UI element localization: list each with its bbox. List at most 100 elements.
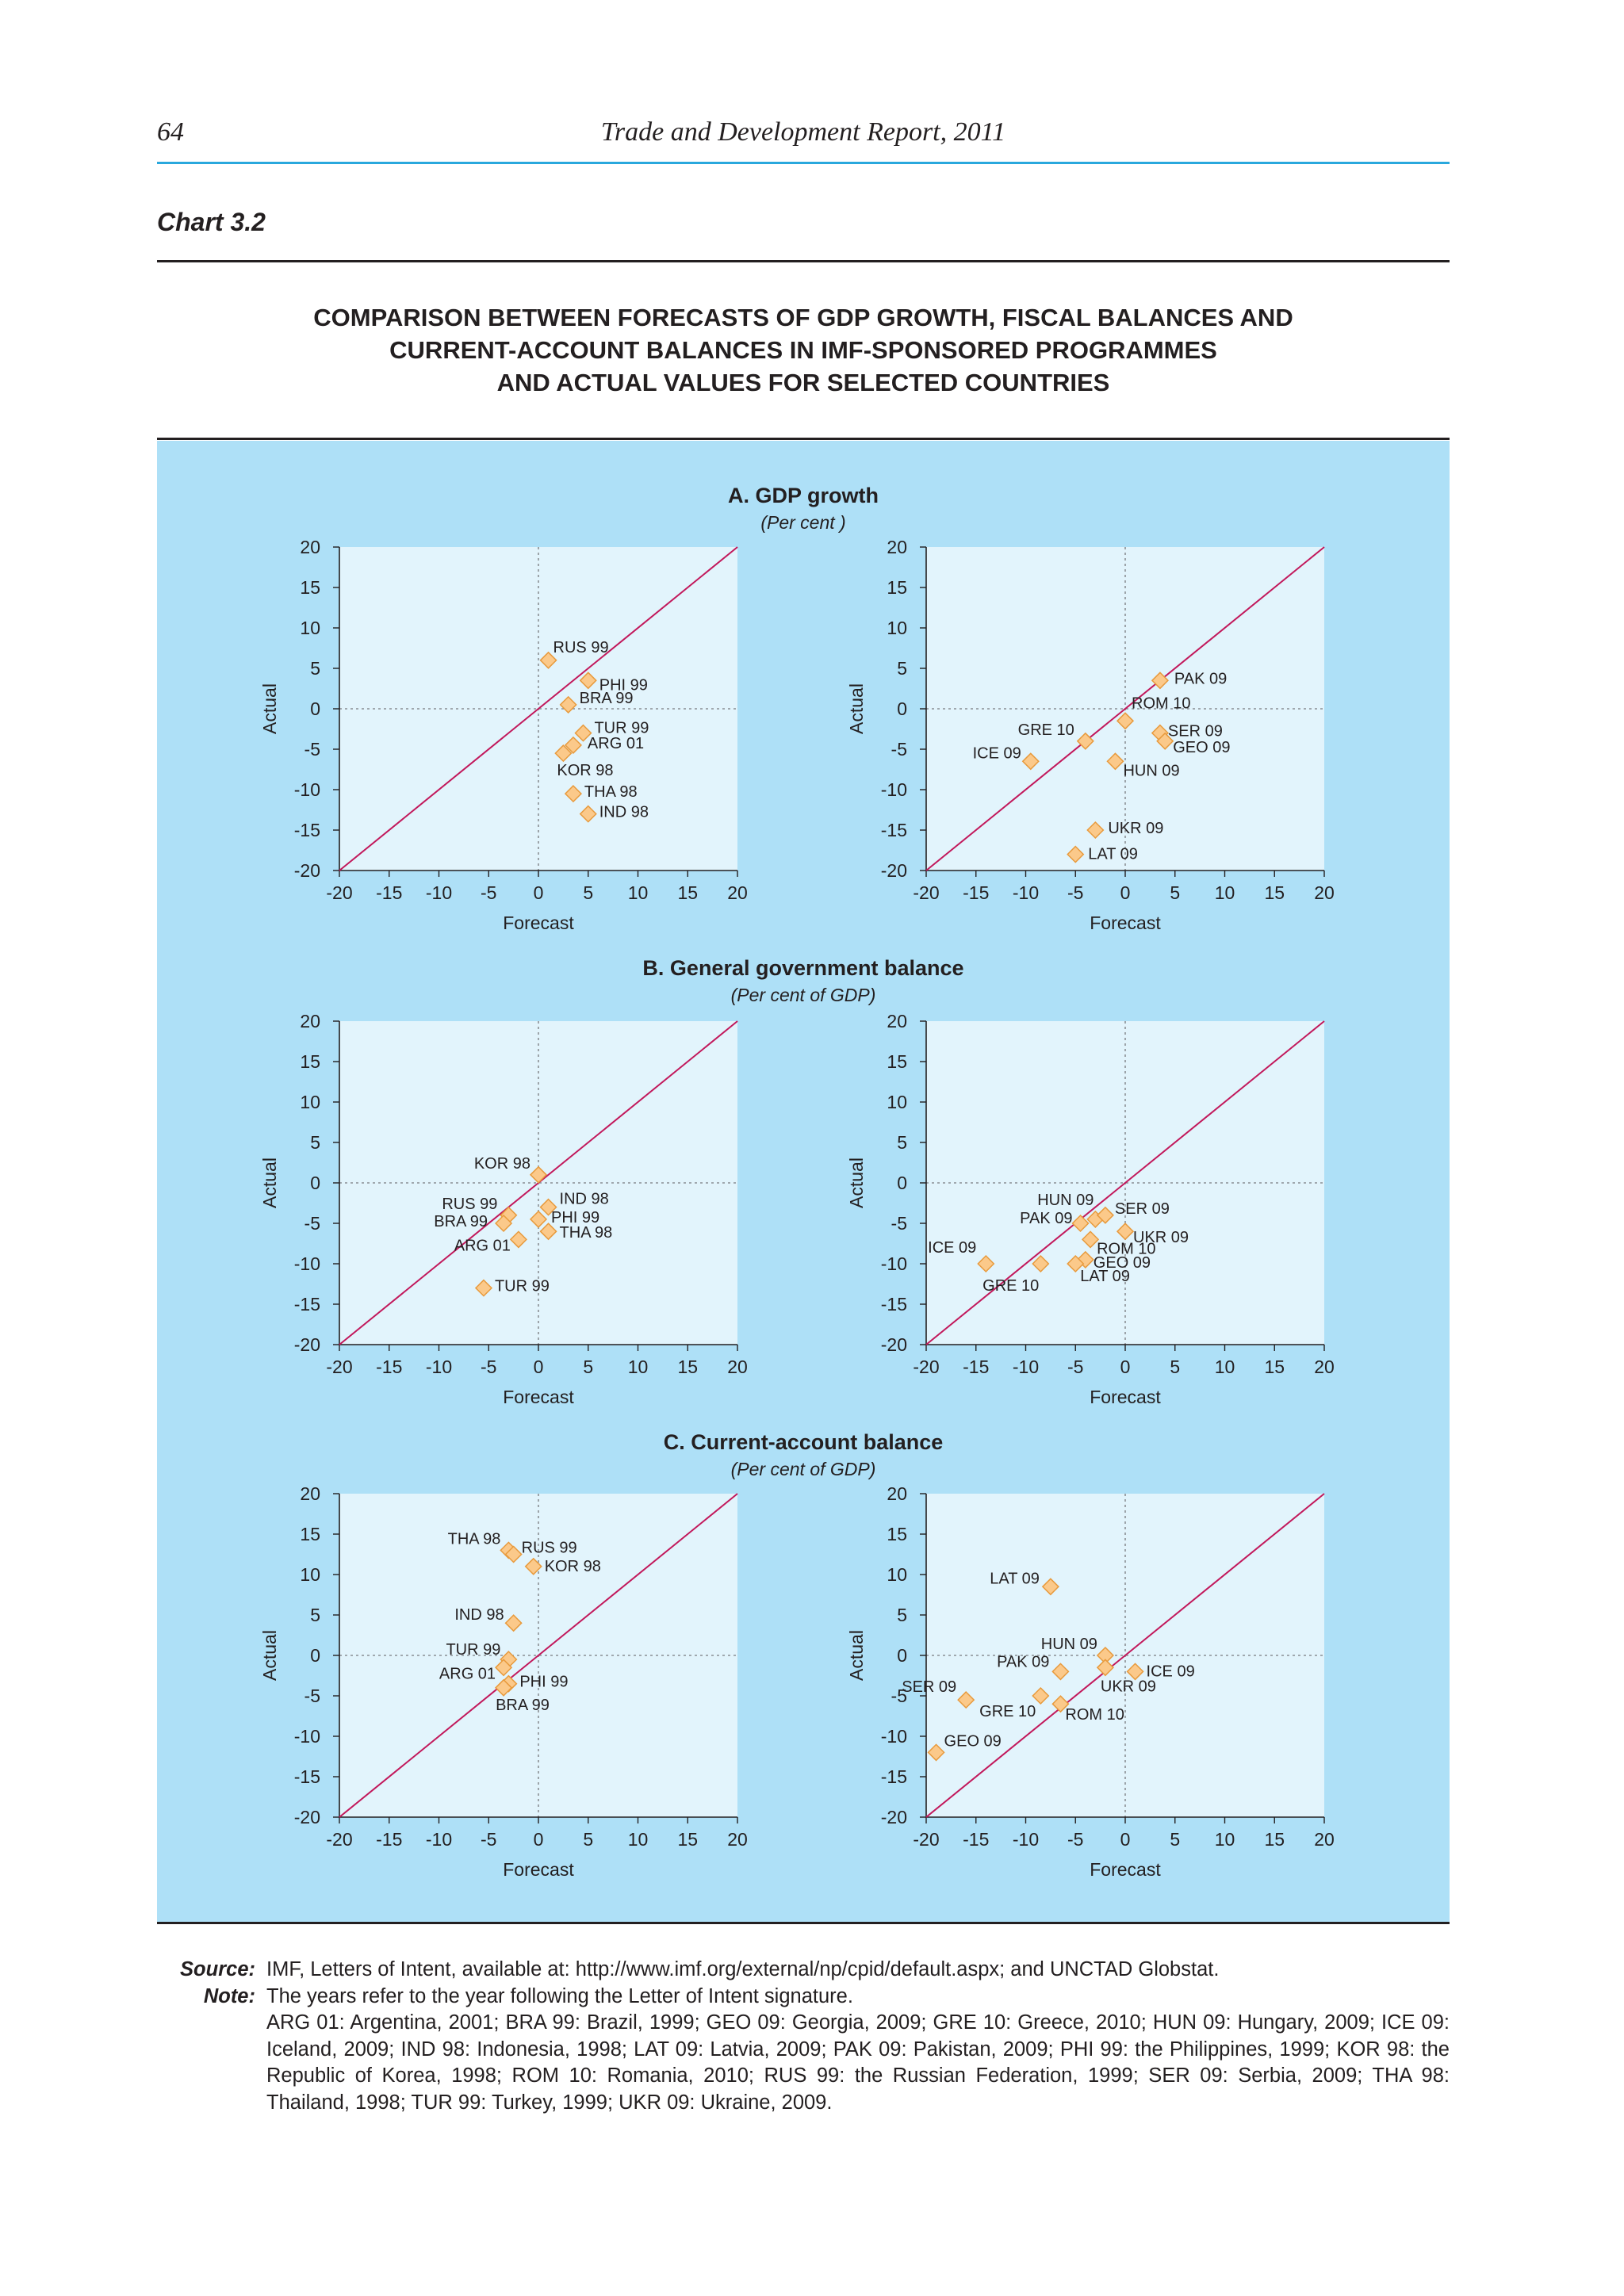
- y-axis-label: Actual: [846, 683, 867, 734]
- x-tick-label: 10: [628, 1829, 649, 1850]
- data-point-label: BRA 99: [434, 1213, 488, 1230]
- scatter-plot: -20 -20 -15 -15 -10 -10 -5 -5 0 0 5 5 10 10 15 15 20 20 Fo…: [846, 1011, 1335, 1407]
- y-tick-label: -10: [881, 779, 907, 800]
- y-tick-label: 20: [300, 537, 320, 557]
- y-tick-label: 20: [300, 1483, 320, 1504]
- x-axis-label: Forecast: [1090, 1387, 1161, 1407]
- x-tick-label: 10: [1215, 1357, 1235, 1377]
- y-axis-label: Actual: [259, 1158, 280, 1208]
- x-tick-label: -5: [1067, 882, 1083, 903]
- x-tick-label: 5: [583, 882, 593, 903]
- x-tick-label: 20: [727, 1357, 748, 1377]
- x-tick-label: 15: [677, 882, 698, 903]
- y-tick-label: 0: [310, 698, 320, 719]
- y-tick-label: -15: [294, 820, 320, 840]
- y-tick-label: 10: [300, 1092, 320, 1112]
- y-tick-label: 0: [897, 1645, 907, 1666]
- data-point-label: KOR 98: [474, 1155, 530, 1173]
- chart-title: COMPARISON BETWEEN FORECASTS OF GDP GROW…: [157, 301, 1450, 399]
- data-point-marker: [977, 1254, 995, 1273]
- data-point-label: SER 09: [902, 1678, 956, 1696]
- y-tick-label: 10: [887, 1564, 907, 1585]
- y-tick-label: -10: [294, 1253, 320, 1274]
- data-point-label: THA 98: [584, 783, 638, 801]
- y-tick-label: -20: [294, 1334, 320, 1355]
- x-tick-label: 10: [628, 882, 649, 903]
- data-point-marker: [1051, 1695, 1070, 1713]
- header-rule: [157, 162, 1450, 164]
- x-tick-label: -20: [326, 882, 352, 903]
- x-tick-label: 0: [1120, 1829, 1131, 1850]
- data-point-marker: [957, 1691, 975, 1709]
- data-point-marker: [504, 1545, 523, 1563]
- data-point-marker: [579, 672, 597, 690]
- data-point-marker: [1067, 845, 1085, 863]
- x-tick-label: -20: [913, 1829, 939, 1850]
- data-point-marker: [1032, 1686, 1050, 1705]
- x-tick-label: -10: [426, 1357, 452, 1377]
- x-tick-label: -5: [1067, 1829, 1083, 1850]
- data-point-marker: [509, 1230, 527, 1249]
- y-tick-label: 15: [300, 577, 320, 598]
- data-point-label: PAK 09: [997, 1653, 1049, 1670]
- data-point-label: IND 98: [454, 1606, 504, 1624]
- data-point-marker: [1116, 1223, 1135, 1241]
- data-point-marker: [1071, 1214, 1090, 1233]
- x-tick-label: 15: [1264, 882, 1285, 903]
- y-tick-label: -20: [881, 860, 907, 881]
- data-point-label: LAT 09: [1080, 1268, 1130, 1285]
- data-point-label: PAK 09: [1174, 670, 1227, 687]
- data-point-label: GEO 09: [944, 1732, 1002, 1750]
- data-point-label: HUN 09: [1123, 762, 1179, 779]
- y-tick-label: 20: [300, 1011, 320, 1031]
- y-tick-label: 0: [897, 698, 907, 719]
- y-tick-label: 10: [300, 1564, 320, 1585]
- x-tick-label: 15: [1264, 1357, 1285, 1377]
- x-tick-label: 10: [628, 1357, 649, 1377]
- data-point-marker: [927, 1743, 945, 1762]
- data-point-marker: [504, 1614, 523, 1632]
- y-tick-label: 15: [887, 1524, 907, 1544]
- data-point-label: BRA 99: [580, 690, 634, 707]
- data-point-label: PAK 09: [1020, 1210, 1072, 1227]
- x-tick-label: 15: [677, 1829, 698, 1850]
- data-point-marker: [1067, 1254, 1085, 1273]
- data-point-marker: [495, 1659, 513, 1677]
- x-tick-label: -10: [426, 882, 452, 903]
- x-tick-label: -15: [376, 1357, 402, 1377]
- y-tick-label: -20: [294, 860, 320, 881]
- data-point-marker: [564, 785, 582, 803]
- section-subtitle: (Per cent ): [760, 512, 846, 533]
- data-point-marker: [524, 1557, 542, 1575]
- y-tick-label: 20: [887, 537, 907, 557]
- data-point-label: SER 09: [1115, 1200, 1170, 1218]
- section-subtitle: (Per cent of GDP): [730, 1459, 876, 1479]
- y-tick-label: 5: [897, 1605, 907, 1625]
- x-axis-label: Forecast: [503, 1859, 574, 1880]
- y-tick-label: -15: [881, 1766, 907, 1787]
- data-point-label: ICE 09: [928, 1239, 976, 1257]
- y-tick-label: 10: [887, 618, 907, 638]
- y-tick-label: 15: [887, 577, 907, 598]
- reference-line: [925, 1493, 1325, 1818]
- x-axis-label: Forecast: [1090, 913, 1161, 933]
- data-point-marker: [474, 1279, 493, 1297]
- title-rule: [157, 438, 1450, 440]
- data-point-label: KOR 98: [557, 762, 613, 779]
- section-subtitle: (Per cent of GDP): [730, 985, 876, 1005]
- data-point-label: RUS 99: [442, 1196, 497, 1213]
- x-tick-label: 0: [534, 882, 544, 903]
- data-point-label: THA 98: [560, 1224, 613, 1242]
- y-axis-label: Actual: [846, 1630, 867, 1681]
- chart-title-line: CURRENT-ACCOUNT BALANCES IN IMF-SPONSORE…: [389, 336, 1217, 364]
- x-tick-label: 20: [1314, 1829, 1335, 1850]
- reference-line: [925, 546, 1325, 871]
- data-point-marker: [564, 736, 582, 754]
- y-tick-label: -10: [881, 1253, 907, 1274]
- data-point-label: ARG 01: [454, 1237, 511, 1254]
- y-tick-label: -5: [304, 1213, 320, 1234]
- data-point-marker: [539, 1198, 557, 1216]
- x-tick-label: -5: [481, 1357, 496, 1377]
- x-tick-label: 5: [1170, 1829, 1180, 1850]
- x-tick-label: 5: [583, 1829, 593, 1850]
